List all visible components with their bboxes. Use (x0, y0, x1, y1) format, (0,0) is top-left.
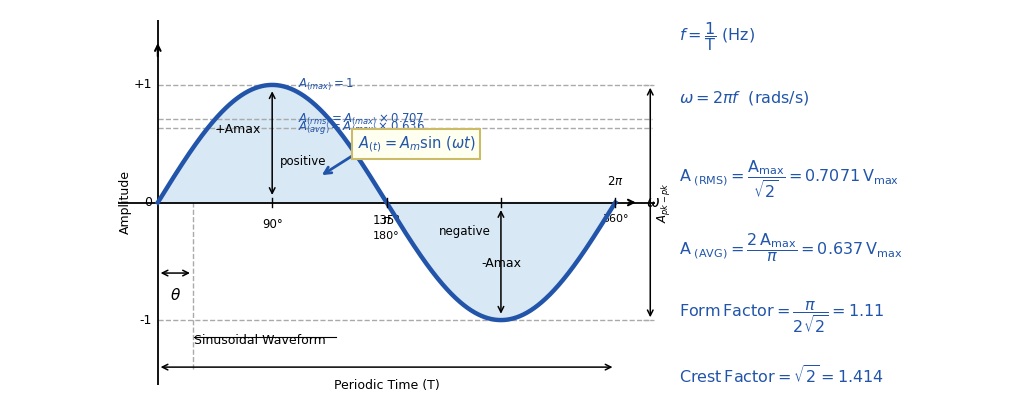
Text: 135°: 135° (373, 214, 400, 227)
Text: Sinusoidal Waveform: Sinusoidal Waveform (195, 334, 326, 347)
Text: positive: positive (280, 155, 326, 168)
Text: $\omega = 2\pi f\ \ \mathrm{(rads/s)}$: $\omega = 2\pi f\ \ \mathrm{(rads/s)}$ (679, 89, 809, 107)
Text: $\mathrm{A}_{\ \mathrm{(RMS)}} = \dfrac{\mathrm{A}_{\mathrm{max}}}{\sqrt{2}} = 0: $\mathrm{A}_{\ \mathrm{(RMS)}} = \dfrac{… (679, 158, 899, 200)
Text: 0: 0 (144, 196, 152, 209)
Text: $\theta$: $\theta$ (170, 287, 181, 303)
Text: negative: negative (438, 226, 490, 239)
Text: +1: +1 (133, 79, 152, 92)
Text: 180°: 180° (373, 231, 400, 241)
Text: Periodic Time (T): Periodic Time (T) (334, 379, 439, 392)
Text: $A_{(t)} = A_m \sin\,(\omega t)$: $A_{(t)} = A_m \sin\,(\omega t)$ (357, 134, 475, 153)
Text: $A_{(avg)} = A_{(max)} \times 0.636$: $A_{(avg)} = A_{(max)} \times 0.636$ (298, 119, 425, 136)
Text: $\omega$: $\omega$ (646, 195, 660, 210)
Text: $2\pi$: $2\pi$ (607, 175, 624, 188)
Text: Amplitude: Amplitude (119, 171, 131, 234)
Text: $A_{pk-pk}$: $A_{pk-pk}$ (655, 182, 673, 223)
Text: 90°: 90° (262, 218, 283, 231)
Text: 360°: 360° (602, 214, 629, 224)
Text: $\mathrm{Form\,Factor} = \dfrac{\pi}{2\sqrt{2}} = 1.11$: $\mathrm{Form\,Factor} = \dfrac{\pi}{2\s… (679, 300, 884, 336)
Text: -Amax: -Amax (481, 257, 521, 270)
Text: $f = \dfrac{1}{\mathrm{T}}\ \mathrm{(Hz)}$: $f = \dfrac{1}{\mathrm{T}}\ \mathrm{(Hz)… (679, 20, 755, 53)
Text: $\mathrm{A}_{\ \mathrm{(AVG)}} = \dfrac{2\,\mathrm{A}_{\mathrm{max}}}{\pi} = 0.6: $\mathrm{A}_{\ \mathrm{(AVG)}} = \dfrac{… (679, 231, 902, 264)
Text: $\mathrm{Crest\,Factor} = \sqrt{2} = 1.414$: $\mathrm{Crest\,Factor} = \sqrt{2} = 1.4… (679, 364, 884, 386)
Text: $\pi$: $\pi$ (382, 214, 391, 227)
Text: $A_{(rms)} = A_{(max)} \times 0.707$: $A_{(rms)} = A_{(max)} \times 0.707$ (298, 111, 424, 128)
Text: -1: -1 (139, 313, 152, 326)
Text: $A_{(max)} = 1$: $A_{(max)} = 1$ (298, 77, 354, 93)
Text: +Amax: +Amax (215, 123, 261, 136)
